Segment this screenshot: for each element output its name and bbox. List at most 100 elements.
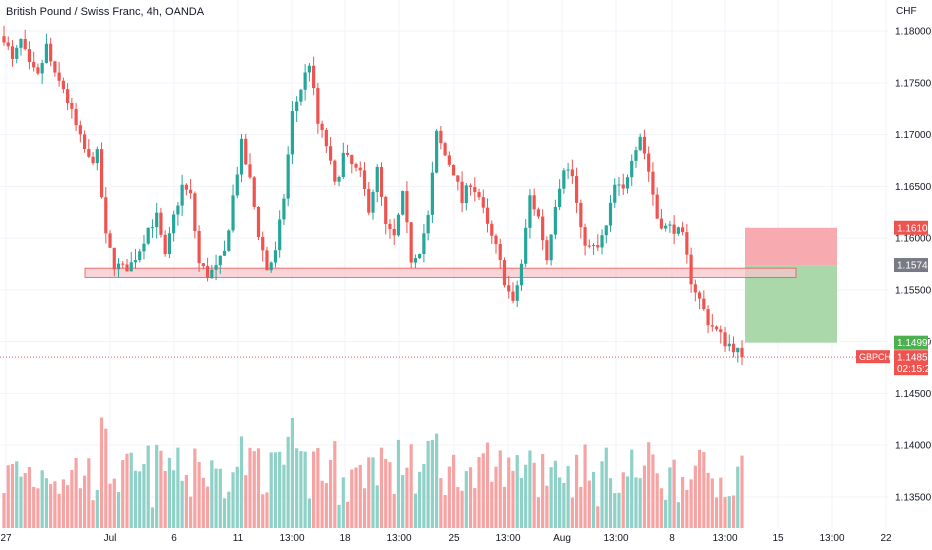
candle-body[interactable] (591, 245, 596, 247)
candle-body[interactable] (146, 227, 150, 244)
candle-body[interactable] (460, 181, 464, 204)
candle-body[interactable] (235, 174, 239, 196)
candle-body[interactable] (286, 154, 290, 199)
candle-body[interactable] (116, 263, 121, 270)
candle-body[interactable] (485, 207, 490, 224)
candle-body[interactable] (473, 186, 477, 193)
candle-body[interactable] (307, 65, 311, 73)
candle-body[interactable] (104, 197, 108, 234)
candle-body[interactable] (422, 233, 426, 254)
candle-body[interactable] (659, 218, 664, 229)
candle-body[interactable] (638, 136, 642, 151)
candle-body[interactable] (10, 46, 15, 59)
candle-body[interactable] (150, 227, 155, 229)
stop-loss-zone[interactable] (745, 227, 837, 266)
candle-body[interactable] (541, 216, 545, 241)
candle-body[interactable] (409, 222, 413, 263)
candle-body[interactable] (566, 169, 570, 171)
candle-body[interactable] (121, 263, 125, 265)
candle-body[interactable] (613, 184, 617, 203)
candle-body[interactable] (562, 170, 566, 189)
candle-body[interactable] (354, 164, 358, 168)
candle-body[interactable] (676, 227, 680, 234)
candle-body[interactable] (108, 233, 112, 248)
candle-body[interactable] (558, 188, 562, 207)
candle-body[interactable] (570, 169, 574, 177)
candle-body[interactable] (70, 103, 74, 109)
candle-body[interactable] (189, 189, 193, 194)
candle-body[interactable] (278, 219, 282, 251)
candle-body[interactable] (464, 185, 468, 204)
candle-body[interactable] (456, 175, 460, 182)
candle-body[interactable] (681, 227, 685, 233)
candle-body[interactable] (341, 152, 345, 178)
candle-body[interactable] (44, 43, 49, 64)
candle-body[interactable] (299, 89, 303, 102)
candle-body[interactable] (693, 284, 697, 293)
candle-body[interactable] (142, 243, 146, 252)
candle-body[interactable] (710, 325, 714, 327)
candle-body[interactable] (553, 206, 557, 235)
support-zone[interactable] (84, 267, 797, 278)
candle-body[interactable] (379, 166, 384, 197)
candle-body[interactable] (303, 72, 307, 90)
candle-body[interactable] (218, 255, 222, 266)
candle-body[interactable] (57, 72, 61, 81)
candle-body[interactable] (706, 309, 710, 326)
candle-body[interactable] (227, 230, 231, 251)
candle-body[interactable] (647, 153, 651, 172)
candle-body[interactable] (129, 262, 133, 272)
candle-body[interactable] (99, 149, 104, 198)
candle-body[interactable] (312, 65, 316, 89)
candle-body[interactable] (418, 253, 422, 259)
candle-body[interactable] (536, 209, 541, 217)
candle-body[interactable] (87, 149, 91, 157)
candle-body[interactable] (256, 206, 261, 238)
candle-body[interactable] (15, 47, 19, 59)
candle-body[interactable] (583, 227, 587, 246)
candle-body[interactable] (328, 146, 333, 161)
candle-body[interactable] (736, 347, 740, 353)
candle-body[interactable] (125, 264, 129, 272)
candle-body[interactable] (184, 184, 188, 190)
candle-body[interactable] (668, 224, 672, 226)
candle-body[interactable] (740, 347, 744, 358)
candle-body[interactable] (239, 138, 244, 175)
candle-body[interactable] (430, 172, 434, 215)
candle-body[interactable] (630, 160, 634, 178)
candle-body[interactable] (435, 130, 439, 173)
candle-body[interactable] (664, 225, 668, 229)
candle-body[interactable] (222, 250, 227, 256)
candle-body[interactable] (439, 130, 443, 144)
candle-body[interactable] (689, 254, 693, 285)
candle-body[interactable] (112, 247, 116, 270)
candle-body[interactable] (333, 160, 337, 182)
candle-body[interactable] (625, 177, 630, 189)
candle-body[interactable] (621, 184, 625, 189)
candle-body[interactable] (214, 265, 218, 270)
candle-body[interactable] (447, 155, 451, 165)
candle-body[interactable] (502, 260, 507, 286)
candle-body[interactable] (19, 38, 23, 48)
candle-body[interactable] (634, 150, 638, 161)
candle-body[interactable] (180, 184, 184, 206)
candle-body[interactable] (714, 326, 719, 330)
candle-body[interactable] (36, 67, 40, 74)
candle-body[interactable] (95, 149, 99, 164)
candle-body[interactable] (295, 101, 299, 112)
candle-body[interactable] (138, 251, 142, 261)
candle-body[interactable] (193, 193, 197, 232)
candle-body[interactable] (53, 61, 57, 73)
candle-body[interactable] (205, 266, 210, 279)
candle-body[interactable] (528, 195, 532, 228)
candle-body[interactable] (74, 108, 78, 126)
candle-body[interactable] (685, 232, 689, 255)
candle-body[interactable] (362, 170, 367, 190)
candle-body[interactable] (163, 234, 167, 255)
candle-body[interactable] (651, 171, 655, 195)
candle-body[interactable] (345, 152, 350, 155)
candle-body[interactable] (197, 231, 201, 264)
candle-body[interactable] (396, 214, 401, 236)
candle-body[interactable] (672, 224, 676, 234)
candle-body[interactable] (524, 227, 528, 264)
